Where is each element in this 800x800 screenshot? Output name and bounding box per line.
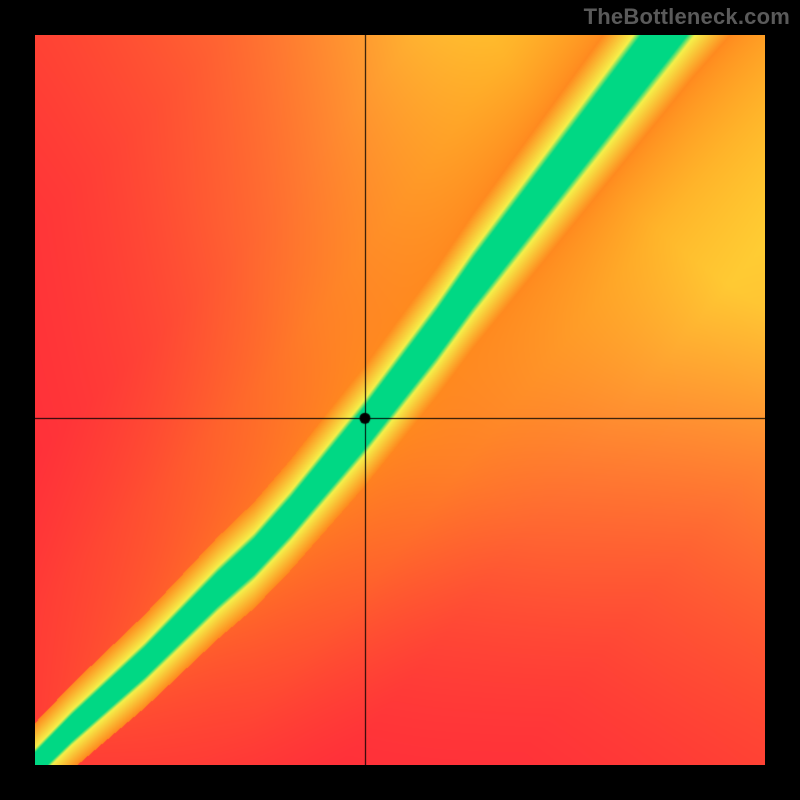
- stage: TheBottleneck.com: [0, 0, 800, 800]
- heatmap-canvas: [35, 35, 765, 765]
- watermark-text: TheBottleneck.com: [584, 4, 790, 30]
